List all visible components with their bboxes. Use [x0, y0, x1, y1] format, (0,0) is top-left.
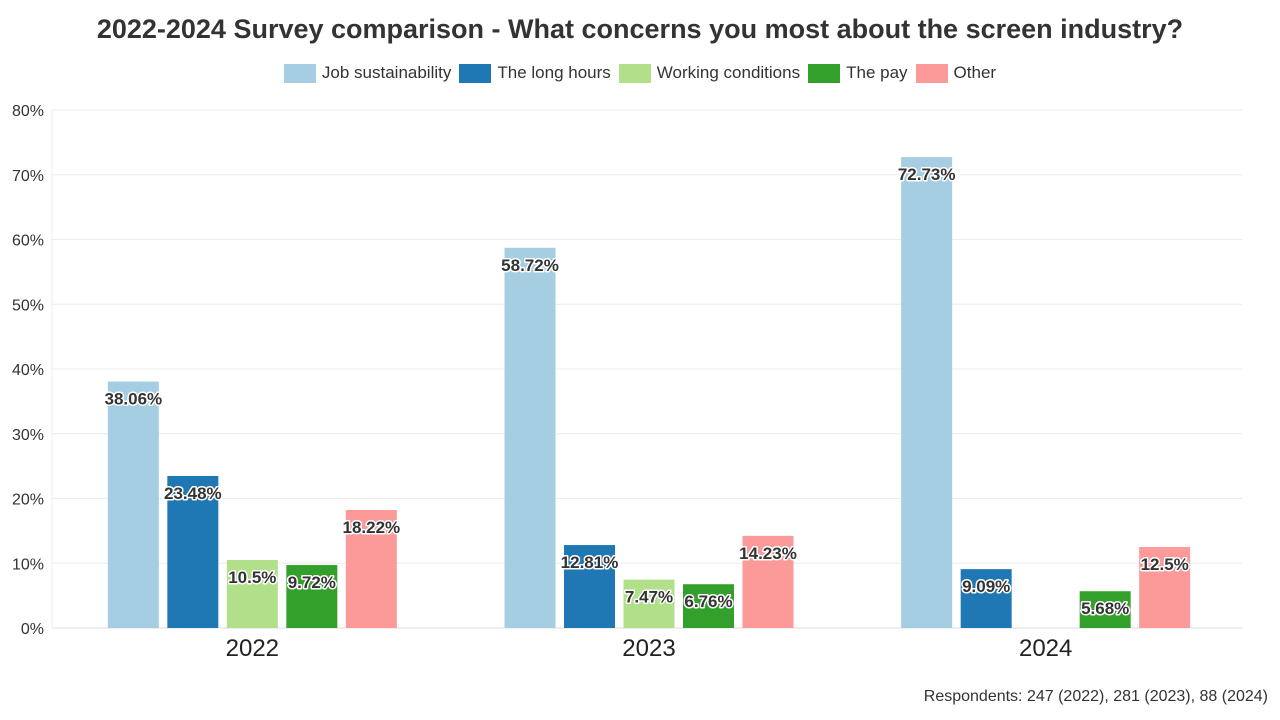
- legend-label: Job sustainability: [321, 63, 452, 82]
- legend-label: The long hours: [497, 63, 611, 82]
- bar: [167, 475, 219, 628]
- legend-swatch: [459, 63, 492, 83]
- chart-title: 2022-2024 Survey comparison - What conce…: [96, 14, 1184, 44]
- bar: [1079, 591, 1131, 628]
- legend-item: The long hours: [459, 63, 611, 83]
- y-tick-label: 20%: [12, 492, 44, 509]
- data-label: 58.72%: [501, 256, 559, 275]
- legend-swatch: [283, 63, 316, 83]
- bar: [286, 565, 338, 628]
- y-tick-label: 70%: [12, 168, 44, 185]
- legend-swatch: [808, 63, 841, 83]
- legend-label: Working conditions: [656, 63, 801, 82]
- legend-item: Working conditions: [618, 63, 801, 83]
- bar: [1139, 547, 1191, 628]
- y-tick-label: 50%: [12, 297, 44, 314]
- y-tick-label: 10%: [12, 556, 44, 573]
- bar: [345, 510, 397, 628]
- y-tick-label: 80%: [12, 103, 44, 120]
- footnote: Respondents: 247 (2022), 281 (2023), 88 …: [923, 688, 1268, 705]
- legend-label: The pay: [846, 63, 908, 82]
- legend-swatch: [618, 63, 651, 83]
- data-label: 38.06%: [104, 390, 162, 409]
- y-tick-label: 40%: [12, 362, 44, 379]
- bar: [564, 545, 615, 628]
- data-label: 6.76%: [684, 592, 732, 611]
- data-label: 10.5%: [228, 568, 276, 587]
- bar: [623, 579, 675, 628]
- bar: [683, 584, 734, 628]
- legend-item: Other: [915, 63, 997, 83]
- data-label: 14.23%: [739, 544, 797, 563]
- x-tick-label: 2023: [622, 635, 675, 662]
- bar: [226, 560, 278, 628]
- data-label: 7.47%: [625, 588, 673, 607]
- x-tick-label: 2024: [1019, 635, 1072, 662]
- legend-item: Job sustainability: [283, 63, 452, 83]
- bar: [960, 569, 1012, 628]
- data-label: 12.81%: [561, 553, 619, 572]
- x-tick-label: 2022: [226, 635, 279, 662]
- data-label: 5.68%: [1081, 599, 1129, 618]
- bar: [504, 247, 556, 628]
- data-label: 18.22%: [342, 518, 400, 537]
- legend-item: The pay: [808, 63, 908, 83]
- data-label: 72.73%: [898, 165, 956, 184]
- bar: [107, 381, 159, 628]
- y-tick-label: 0%: [21, 621, 44, 638]
- data-label: 23.48%: [164, 484, 222, 503]
- data-label: 9.72%: [288, 573, 336, 592]
- legend-label: Other: [953, 63, 997, 82]
- bar: [742, 535, 794, 628]
- data-label: 9.09%: [962, 577, 1010, 596]
- y-tick-label: 60%: [12, 233, 44, 250]
- y-tick-label: 30%: [12, 427, 44, 444]
- data-label: 12.5%: [1141, 555, 1189, 574]
- bar: [901, 157, 953, 629]
- legend-swatch: [915, 63, 948, 83]
- legend: Job sustainability The long hours Working …: [0, 63, 1280, 83]
